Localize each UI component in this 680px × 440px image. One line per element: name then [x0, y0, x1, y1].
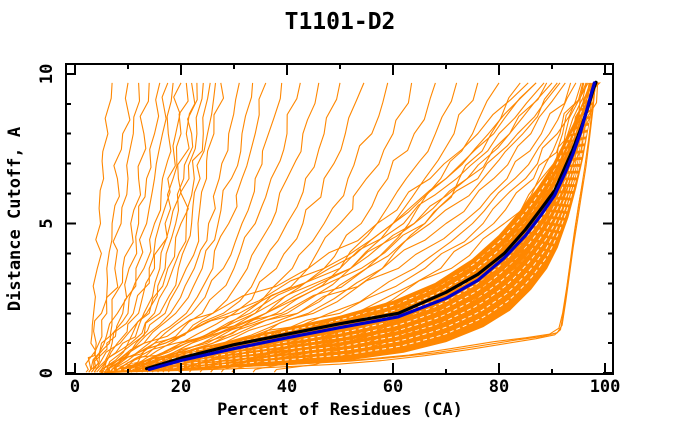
- model-ensemble-curve: [130, 82, 458, 373]
- model-ensemble-curve: [98, 82, 225, 373]
- model-ensemble-curve: [93, 82, 182, 373]
- model-ensemble-curve: [125, 82, 389, 373]
- model-ensemble-curve: [130, 82, 558, 373]
- x-tick-label: 60: [383, 377, 403, 397]
- plot-area: [85, 80, 601, 373]
- model-ensemble-curve: [90, 82, 150, 373]
- model-ensemble-curve: [93, 82, 198, 373]
- model-ensemble-curve: [101, 82, 211, 373]
- x-tick-label: 20: [171, 377, 191, 397]
- y-axis-label: Distance Cutoff, A: [5, 126, 25, 312]
- x-tick-label: 40: [277, 377, 297, 397]
- model-ensemble-curve: [146, 82, 577, 373]
- band-texture: [96, 95, 594, 373]
- model-ensemble-curve: [120, 82, 561, 373]
- reference-curve-blue: [147, 81, 597, 372]
- y-tick-label: 10: [37, 64, 57, 84]
- model-ensemble-curve: [120, 82, 537, 373]
- model-ensemble-curve: [125, 82, 548, 373]
- model-ensemble-curve: [210, 82, 587, 373]
- model-ensemble-curve: [252, 82, 591, 373]
- model-ensemble-curve: [85, 82, 113, 373]
- plot-title: T1101-D2: [284, 9, 396, 35]
- model-ensemble-curve: [88, 82, 141, 373]
- model-ensemble-curve: [114, 82, 301, 373]
- model-ensemble-curve: [98, 82, 529, 373]
- x-tick-label: 80: [489, 377, 509, 397]
- model-ensemble-curve: [98, 82, 196, 373]
- y-tick-label: 5: [37, 218, 57, 228]
- x-tick-label: 0: [70, 377, 80, 397]
- model-ensemble-curve: [114, 82, 553, 373]
- model-ensemble-curve: [90, 82, 174, 373]
- band-texture: [96, 89, 594, 373]
- band-texture: [96, 94, 594, 373]
- model-ensemble-curve: [178, 82, 584, 373]
- model-ensemble-curve: [136, 82, 479, 373]
- model-ensemble-curve: [109, 82, 545, 373]
- model-ensemble-curve: [231, 82, 589, 373]
- band-texture: [96, 91, 594, 373]
- model-ensemble-curve: [178, 82, 592, 373]
- y-tick-label: 0: [37, 368, 57, 378]
- band-texture: [96, 84, 594, 373]
- outlier-curve-2: [104, 88, 595, 373]
- x-tick-label: 100: [590, 377, 621, 397]
- model-ensemble-curve: [136, 82, 566, 373]
- model-ensemble-curve: [109, 82, 283, 373]
- model-ensemble-curve: [167, 82, 590, 373]
- model-ensemble-curve: [104, 82, 217, 373]
- model-ensemble-curve: [87, 82, 131, 373]
- model-ensemble-curve: [88, 82, 161, 373]
- model-ensemble-curve: [109, 82, 267, 373]
- model-ensemble-curve: [104, 82, 537, 373]
- outlier-curve-3: [106, 181, 584, 372]
- x-axis-label: Percent of Residues (CA): [217, 400, 463, 420]
